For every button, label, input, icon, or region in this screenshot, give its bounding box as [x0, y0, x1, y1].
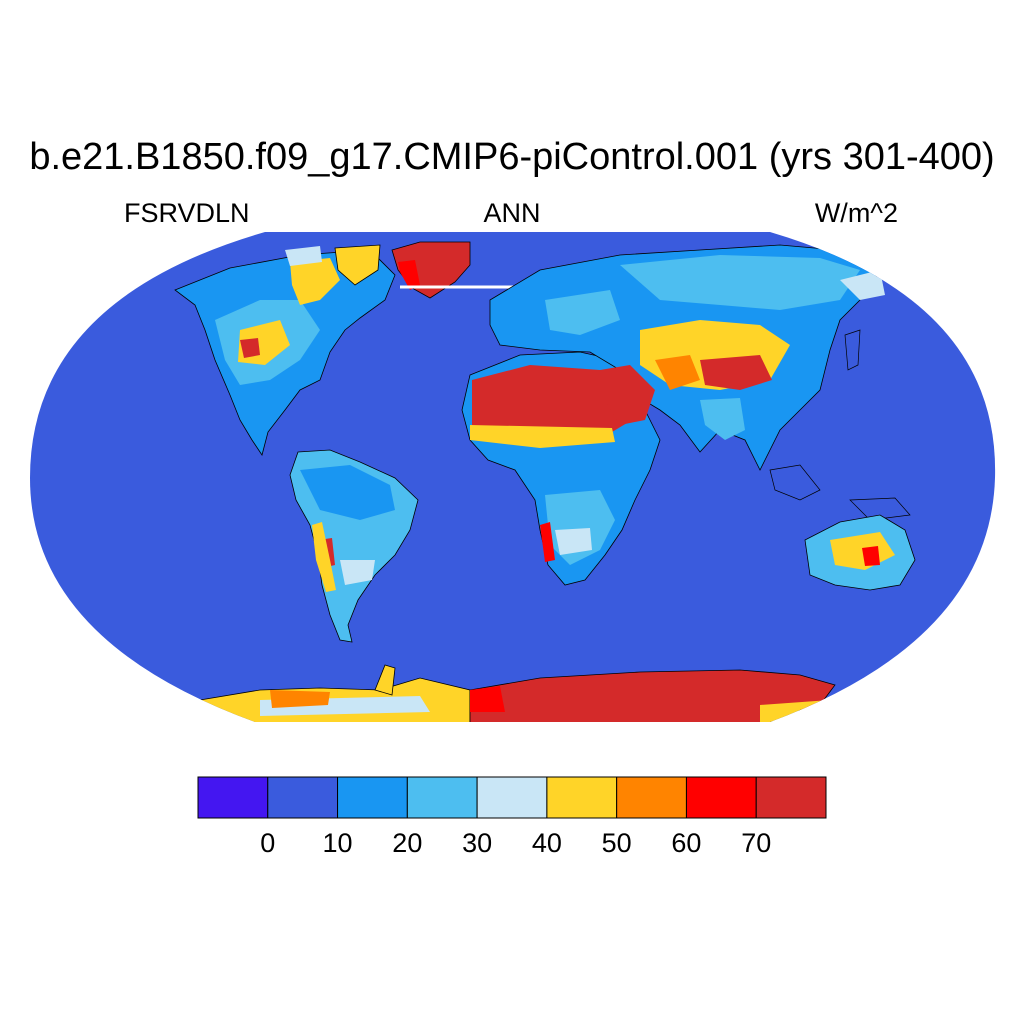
colorbar-bin [546, 776, 618, 819]
antarctica-east-rim [470, 686, 505, 712]
colorbar-tick-label: 0 [260, 828, 275, 858]
colorbar-tick-label: 60 [671, 828, 701, 858]
season-label: ANN [483, 198, 541, 228]
variable-label: FSRVDLN [124, 198, 250, 228]
iran-orange [655, 355, 700, 390]
colorbar-tick-label: 50 [602, 828, 632, 858]
namib-red [540, 522, 555, 562]
greenland-rim [398, 260, 420, 290]
sahara [472, 365, 632, 436]
east-siberia-pale [840, 270, 885, 300]
japan [844, 329, 861, 371]
antarctica-west-orange [270, 690, 330, 708]
siberia-mid [620, 255, 860, 310]
sea-islands [769, 464, 821, 501]
india-mid [700, 398, 745, 440]
colorbar-bin [337, 776, 408, 819]
colorbar-tick-label: 40 [532, 828, 562, 858]
europe-mid [545, 290, 620, 335]
canada-arctic-yellow [290, 258, 340, 305]
sa-andes-yellow [312, 522, 336, 592]
units-label: W/m^2 [814, 198, 898, 228]
colorbar-bin [755, 776, 827, 819]
colorbar-bin [476, 776, 548, 819]
antarctica-peninsula [374, 664, 396, 696]
colorbar-bin [685, 776, 757, 819]
na-red [240, 338, 260, 358]
colorbar-tick-label: 70 [741, 828, 771, 858]
colorbar-tick-label: 30 [462, 828, 492, 858]
antarctica-east [469, 669, 836, 722]
kalahari-pale [555, 528, 592, 555]
tibet-red [700, 355, 772, 390]
sa-low [300, 465, 395, 520]
colorbar-tick-label: 10 [323, 828, 353, 858]
arctic-islands [334, 244, 381, 286]
sa-pale [340, 560, 375, 585]
new-guinea [849, 497, 911, 521]
arctic-pale [285, 246, 322, 266]
colorbar-bin [267, 776, 339, 819]
sahara-yellow [470, 425, 615, 448]
australia-red [862, 546, 880, 566]
arabia-red [600, 365, 655, 425]
colorbar-bin [616, 776, 687, 819]
plot-title: b.e21.B1850.f09_g17.CMIP6-piControl.001 … [29, 136, 995, 178]
colorbar-tick-label: 20 [392, 828, 422, 858]
colorbar-bin [406, 776, 478, 819]
colorbar-bin [197, 776, 269, 819]
